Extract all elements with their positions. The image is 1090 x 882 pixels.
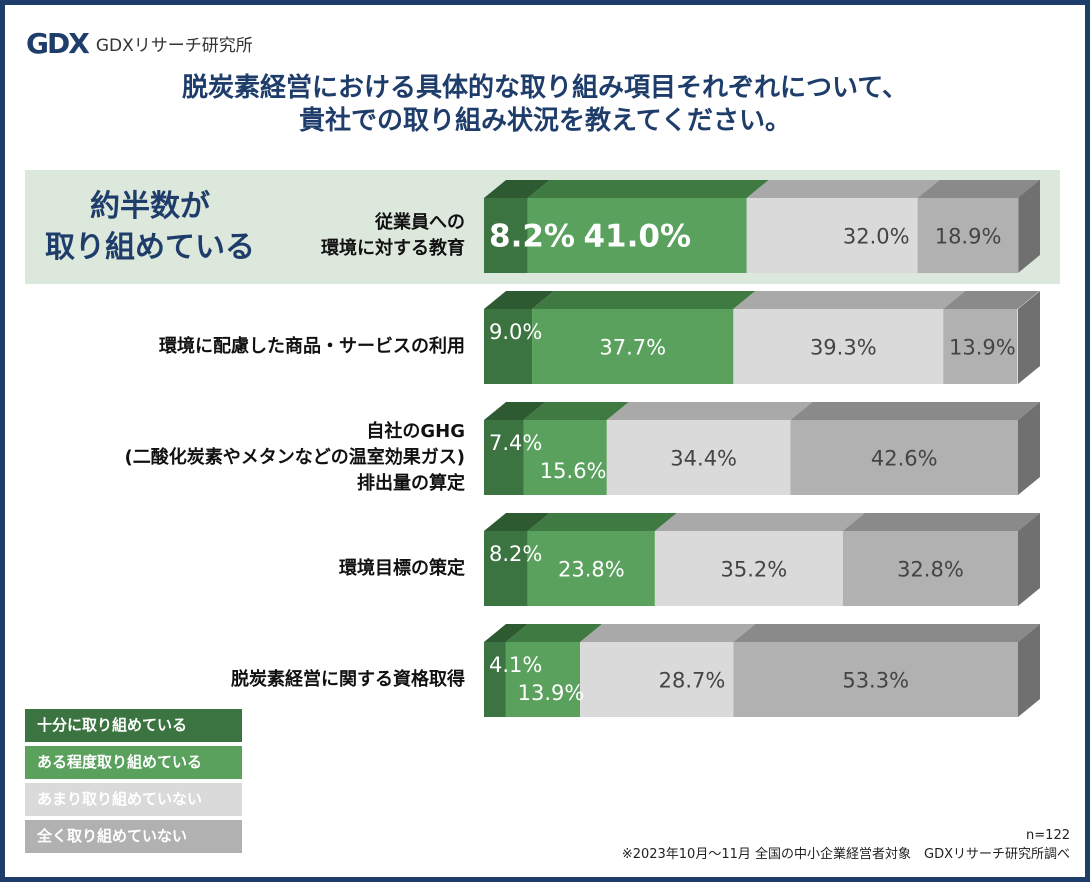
data-label: 8.2% (489, 542, 542, 566)
bar-segment (484, 198, 528, 273)
data-label: 37.7% (599, 336, 666, 360)
data-label: 15.6% (540, 459, 607, 483)
data-label: 23.8% (558, 558, 625, 582)
legend-item: 十分に取り組めている (25, 709, 242, 742)
bar-segment (917, 198, 1019, 273)
category-label: 自社のGHG (二酸化炭素やメタンなどの温室効果ガス) 排出量の算定 (125, 419, 465, 497)
bar-top-face (746, 180, 940, 198)
category-label-line: 環境に配慮した商品・サービスの利用 (159, 335, 465, 357)
bar-top-face (484, 402, 546, 420)
bar-segment (527, 198, 747, 273)
bar-segment (527, 531, 655, 606)
category-label: 脱炭素経営に関する資格取得 (231, 667, 465, 693)
data-label: 13.9% (518, 681, 585, 705)
category-label: 従業員への環境に対する教育 (321, 210, 465, 262)
data-label: 18.9% (935, 225, 1002, 249)
category-label: 環境目標の策定 (339, 556, 465, 582)
category-label-line: 環境に対する教育 (321, 237, 465, 259)
bar-side-face (1018, 180, 1040, 273)
data-label: 42.6% (871, 447, 938, 471)
callout-line-1: 約半数が (90, 189, 210, 224)
bar-top-face (527, 513, 677, 531)
legend-item: ある程度取り組めている (25, 746, 242, 779)
bar-top-face (484, 624, 528, 642)
bar-segment (523, 420, 607, 495)
bar-segment (746, 198, 918, 273)
bar-segment (733, 642, 1018, 717)
legend-item: 全く取り組めていない (25, 820, 242, 853)
bar-segment (505, 642, 581, 717)
bar-segment (532, 309, 734, 384)
bar-top-face (842, 513, 1040, 531)
data-label: 34.4% (670, 447, 737, 471)
data-label: 35.2% (721, 558, 788, 582)
bar-segment (606, 420, 791, 495)
chart-title: 脱炭素経営における具体的な取り組み項目それぞれについて、 貴社での取り組み状況を… (0, 72, 1090, 138)
data-label: 41.0% (583, 219, 691, 255)
bar-segment (790, 420, 1018, 495)
bar-top-face (917, 180, 1041, 198)
title-line-1: 脱炭素経営における具体的な取り組み項目それぞれについて、 (182, 73, 908, 103)
category-label-line: 脱炭素経営に関する資格取得 (231, 668, 465, 690)
category-label-line: 従業員への (375, 211, 465, 233)
bar-top-face (943, 291, 1040, 309)
data-label: 4.1% (489, 653, 542, 677)
data-label: 32.8% (897, 558, 964, 582)
data-label: 53.3% (842, 669, 909, 693)
bar-top-face (580, 624, 756, 642)
bar-segment (943, 309, 1018, 384)
bar-side-face (1018, 513, 1040, 606)
footnotes: n=122 ※2023年10月～11月 全国の中小企業経営者対象 GDXリサーチ… (622, 826, 1070, 864)
callout-line-2: 取り組めている (45, 230, 255, 265)
category-label-line: (二酸化炭素やメタンなどの温室効果ガス) (124, 446, 465, 468)
bar-segment (484, 531, 528, 606)
bar-side-face (1018, 291, 1040, 384)
logo-name: GDXリサーチ研究所 (95, 35, 253, 56)
data-label: 28.7% (659, 669, 726, 693)
data-label: 8.2% (489, 219, 575, 255)
bar-top-face (484, 291, 555, 309)
brand-logo: GDX GDXリサーチ研究所 (26, 26, 253, 60)
data-label: 7.4% (489, 431, 542, 455)
category-label-line: 環境目標の策定 (339, 557, 465, 579)
data-label: 39.3% (810, 336, 877, 360)
data-label: 13.9% (949, 336, 1016, 360)
bar-top-face (733, 624, 1040, 642)
bar-segment (484, 642, 506, 717)
bar-top-face (790, 402, 1040, 420)
callout-text: 約半数が 取り組めている (30, 186, 270, 268)
data-label: 32.0% (843, 225, 910, 249)
bar-top-face (733, 291, 966, 309)
source-note: ※2023年10月～11月 全国の中小企業経営者対象 GDXリサーチ研究所調べ (621, 847, 1070, 862)
sample-size: n=122 (1026, 828, 1070, 843)
title-line-2: 貴社での取り組み状況を教えてください。 (299, 106, 791, 136)
bar-top-face (505, 624, 603, 642)
category-label-line: 排出量の算定 (357, 472, 465, 494)
bar-top-face (654, 513, 865, 531)
bar-top-face (523, 402, 629, 420)
data-label: 9.0% (489, 320, 542, 344)
bar-segment (654, 531, 843, 606)
bar-segment (484, 420, 524, 495)
category-label-line: 自社のGHG (366, 420, 465, 442)
bar-side-face (1018, 402, 1040, 495)
logo-mark: GDX (26, 26, 90, 60)
bar-top-face (484, 513, 550, 531)
bar-top-face (484, 180, 550, 198)
category-label: 環境に配慮した商品・サービスの利用 (159, 334, 465, 360)
legend-item: あまり取り組めていない (25, 783, 242, 816)
bar-segment (842, 531, 1018, 606)
bar-segment (733, 309, 944, 384)
bar-top-face (527, 180, 769, 198)
bar-side-face (1018, 624, 1040, 717)
bar-segment (580, 642, 734, 717)
legend: 十分に取り組めている ある程度取り組めている あまり取り組めていない 全く取り組めてい… (25, 709, 242, 857)
bar-top-face (532, 291, 756, 309)
bar-segment (484, 309, 533, 384)
bar-top-face (606, 402, 813, 420)
